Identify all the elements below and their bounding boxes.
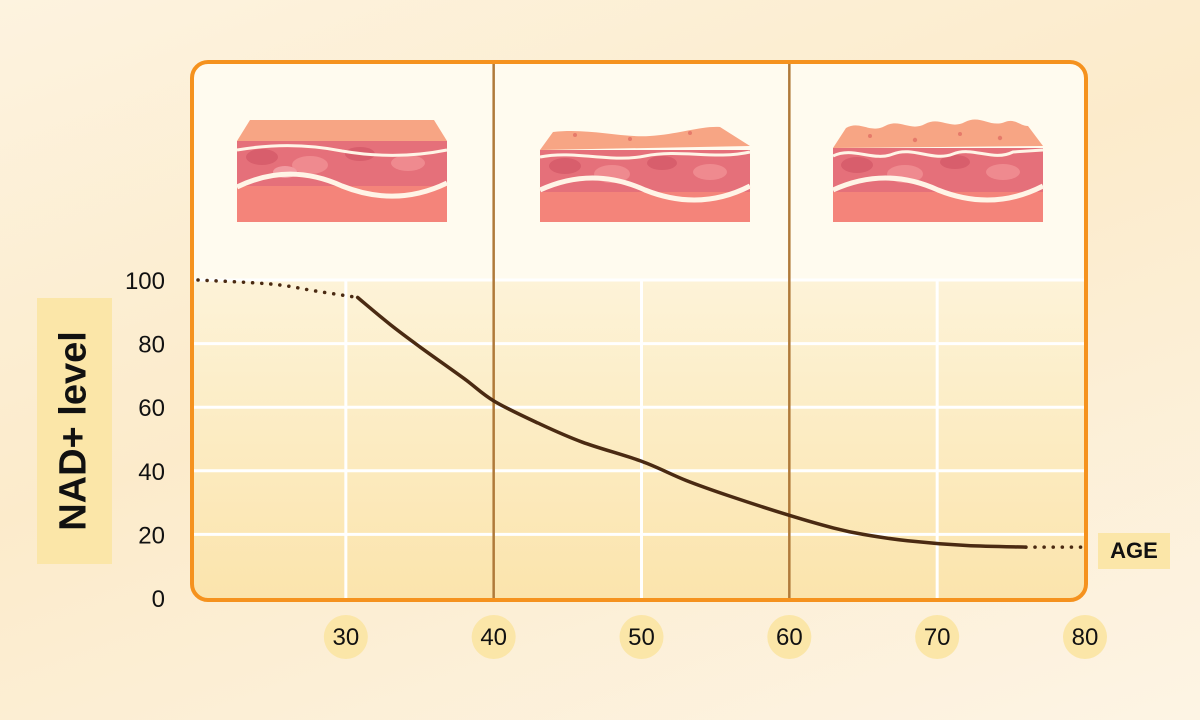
age-band-dividers bbox=[492, 62, 791, 600]
skin-young-illustration bbox=[235, 120, 449, 222]
x-tick-bubble-60 bbox=[767, 615, 812, 659]
x-tick-label-50: 50 bbox=[628, 624, 655, 651]
x-tick-bubble-30 bbox=[323, 615, 368, 659]
x-tick-label-70: 70 bbox=[924, 624, 951, 651]
grid-lines bbox=[192, 278, 1086, 600]
y-axis-ticks: 0 20 40 60 80 100 bbox=[125, 268, 165, 613]
x-tick-bubble-40 bbox=[471, 615, 516, 659]
x-tick-label-30: 30 bbox=[332, 624, 359, 651]
y-axis-label: NAD+ level bbox=[52, 331, 95, 531]
y-tick-label-100: 100 bbox=[125, 268, 165, 295]
x-tick-bubble-80 bbox=[1063, 615, 1107, 659]
x-tick-bubble-70 bbox=[915, 615, 960, 659]
nad-curve bbox=[196, 278, 1087, 549]
y-axis-label-box bbox=[37, 298, 112, 564]
skin-old-illustration bbox=[831, 119, 1045, 222]
nad-curve-segment-2-solid bbox=[355, 295, 1028, 549]
plot-area bbox=[192, 280, 1086, 600]
x-tick-bubble-50 bbox=[619, 615, 664, 659]
y-tick-label-80: 80 bbox=[138, 332, 165, 359]
skin-middle-illustration bbox=[538, 126, 752, 222]
y-tick-label-0: 0 bbox=[152, 586, 165, 613]
y-tick-label-20: 20 bbox=[138, 522, 165, 549]
y-tick-label-60: 60 bbox=[138, 395, 165, 422]
x-tick-label-60: 60 bbox=[776, 624, 803, 651]
x-axis-ticks: 30 40 50 60 70 80 bbox=[323, 615, 1107, 659]
y-tick-label-40: 40 bbox=[138, 459, 165, 486]
x-axis-label: AGE bbox=[1098, 533, 1170, 569]
x-tick-label-40: 40 bbox=[480, 624, 507, 651]
chart-frame bbox=[190, 60, 1088, 602]
x-tick-label-80: 80 bbox=[1072, 624, 1099, 651]
